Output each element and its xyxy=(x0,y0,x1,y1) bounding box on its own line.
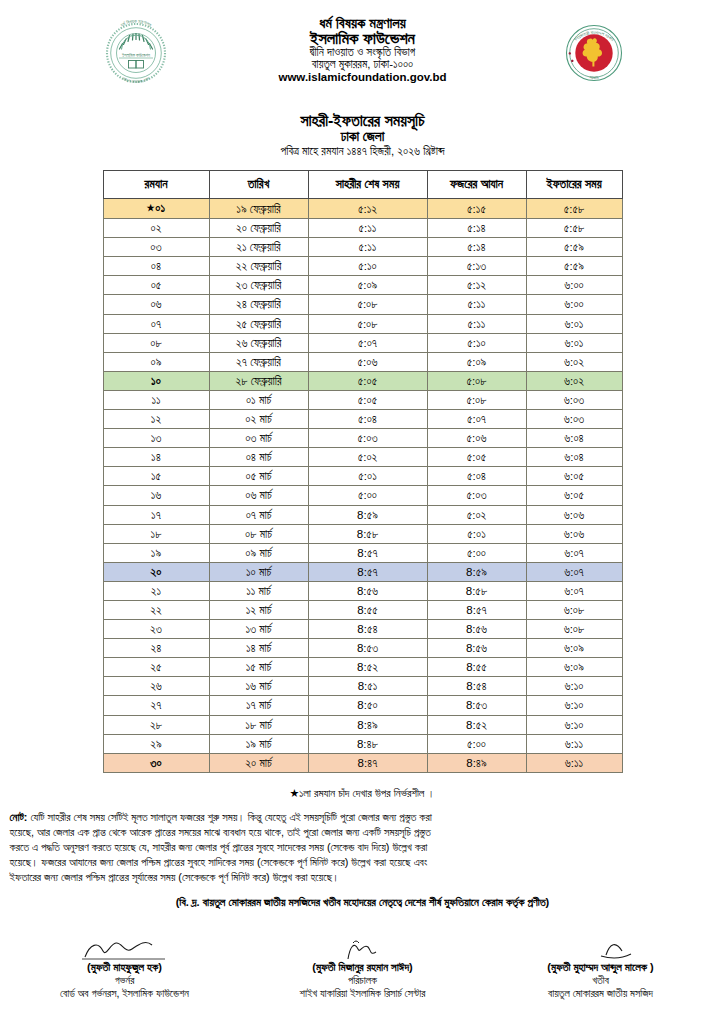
svg-text:সরকার: সরকার xyxy=(588,75,599,81)
